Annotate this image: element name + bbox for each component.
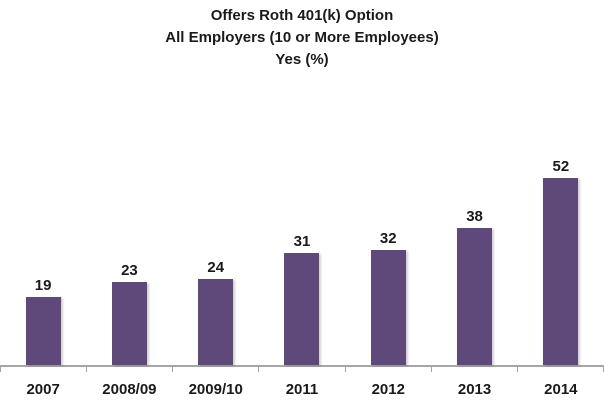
x-axis-tick bbox=[0, 367, 86, 372]
x-axis-label: 2014 bbox=[544, 381, 578, 398]
bar bbox=[370, 250, 406, 365]
x-axis-label: 2007 bbox=[26, 381, 60, 398]
x-axis-label: 2008/09 bbox=[102, 381, 157, 398]
bar-column: 38 bbox=[431, 100, 517, 365]
x-axis-ticks bbox=[0, 367, 604, 372]
bar-value-label: 23 bbox=[121, 262, 138, 279]
x-axis-tick bbox=[516, 367, 603, 372]
bar bbox=[198, 279, 234, 365]
bar bbox=[543, 178, 579, 365]
x-axis-label: 2011 bbox=[285, 381, 319, 398]
bar-value-label: 38 bbox=[466, 208, 483, 225]
x-axis-tick bbox=[344, 367, 431, 372]
chart-title-line-2: All Employers (10 or More Employees) bbox=[165, 29, 439, 46]
bar bbox=[111, 282, 147, 365]
bar-column: 19 bbox=[0, 100, 86, 365]
x-axis-tick bbox=[430, 367, 517, 372]
x-axis-label: 2012 bbox=[371, 381, 405, 398]
bar-column: 32 bbox=[345, 100, 431, 365]
chart-title-line-1: Offers Roth 401(k) Option bbox=[210, 7, 394, 24]
bar-value-label: 24 bbox=[207, 259, 225, 276]
bar-column: 52 bbox=[518, 100, 604, 365]
bar-column: 23 bbox=[86, 100, 172, 365]
x-axis-label: 2009/10 bbox=[188, 381, 243, 398]
x-axis-tick bbox=[258, 367, 344, 372]
bar-value-label: 31 bbox=[293, 233, 311, 250]
chart-title: Offers Roth 401(k) Option All Employers … bbox=[0, 5, 604, 71]
bar bbox=[25, 297, 61, 365]
chart-title-line-3: Yes (%) bbox=[275, 51, 329, 68]
bar-column: 24 bbox=[173, 100, 259, 365]
bar bbox=[284, 253, 320, 365]
bar-column: 31 bbox=[259, 100, 345, 365]
bar bbox=[457, 228, 493, 365]
x-axis-label: 2013 bbox=[457, 381, 492, 398]
x-axis-tick bbox=[86, 367, 172, 372]
x-axis-tick bbox=[172, 367, 258, 372]
plot-area: 19 23 24 31 32 38 52 bbox=[0, 100, 604, 367]
bar-value-label: 19 bbox=[34, 277, 52, 294]
bar-value-label: 32 bbox=[379, 230, 397, 247]
bar-value-label: 52 bbox=[552, 158, 570, 175]
x-axis-labels: 2007 2008/09 2009/10 2011 2012 2013 2014 bbox=[0, 380, 604, 400]
